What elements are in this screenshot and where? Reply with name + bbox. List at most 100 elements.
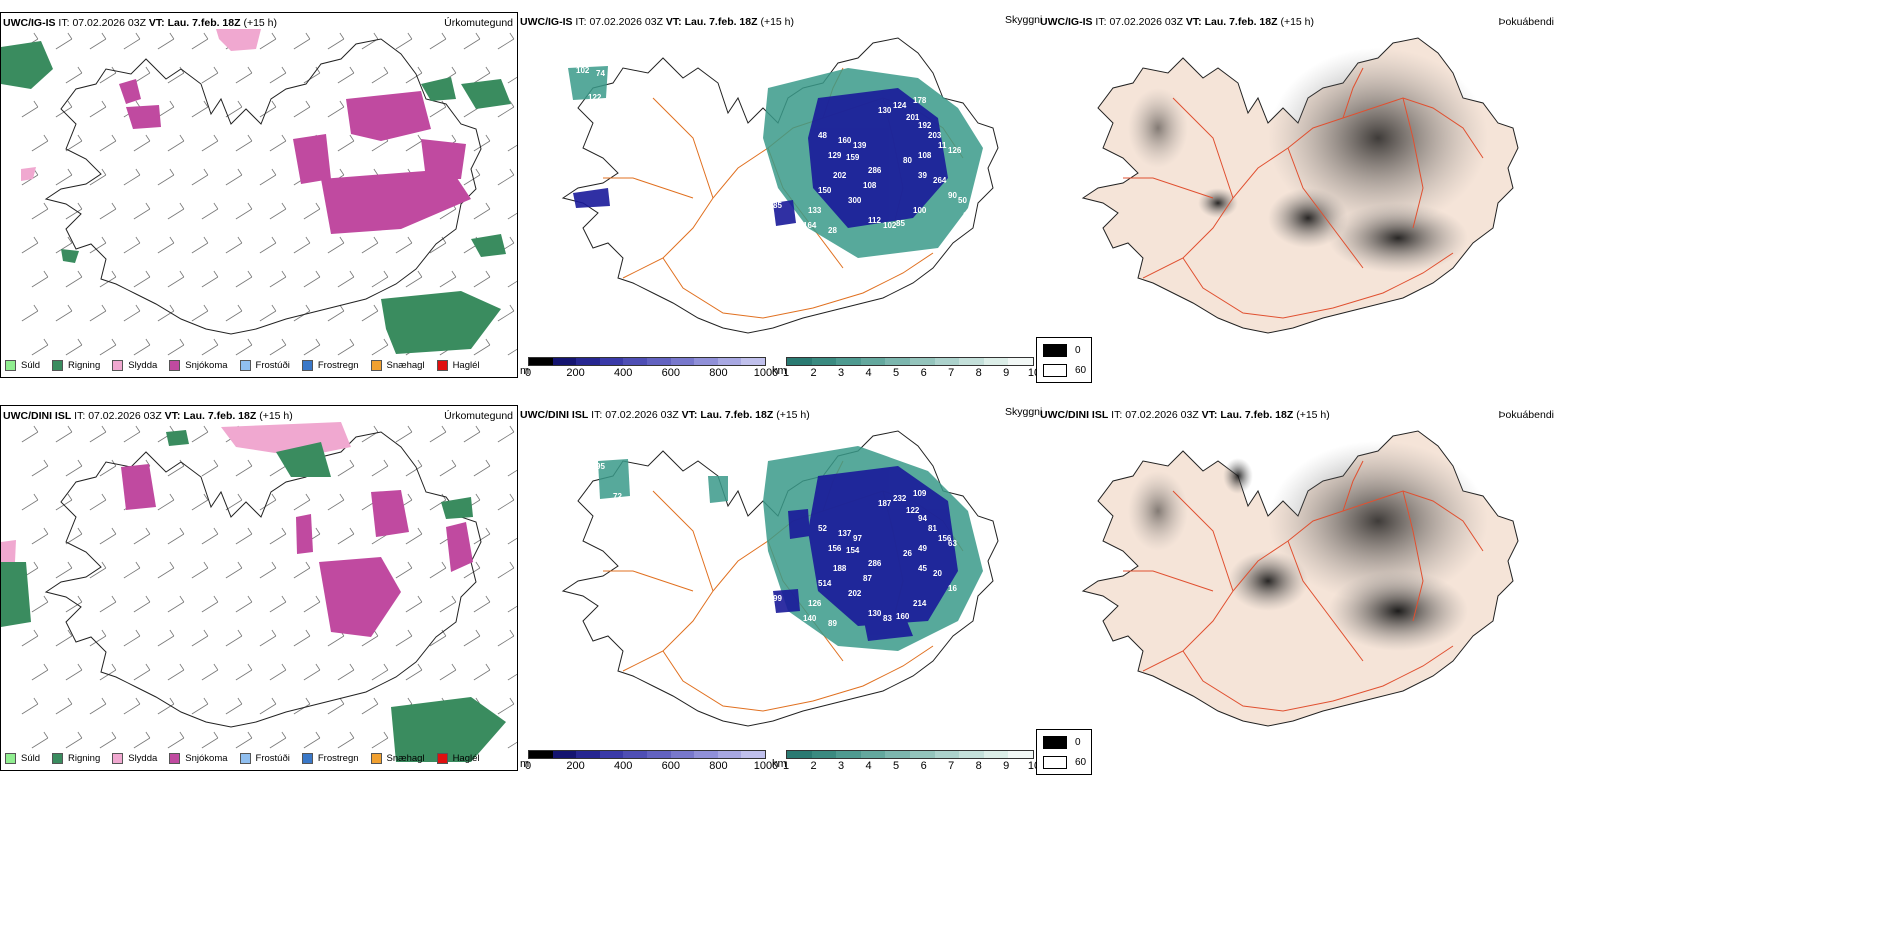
wind-barb <box>89 304 107 322</box>
legend-item: Frostúði <box>239 360 290 371</box>
wind-barb <box>167 202 185 220</box>
wind-barb <box>201 459 219 477</box>
wind-barb <box>31 731 49 749</box>
wind-barb <box>65 134 83 152</box>
wind-barb <box>293 32 311 50</box>
wind-barb <box>99 202 117 220</box>
wind-barb <box>167 731 185 749</box>
visibility-value: 160 <box>838 136 852 145</box>
visibility-value: 87 <box>863 574 872 583</box>
wind-barb <box>473 595 491 613</box>
legend-swatch <box>1043 344 1067 357</box>
wind-barb <box>473 338 491 356</box>
visibility-value: 154 <box>846 546 860 555</box>
visibility-value: 50 <box>958 196 967 205</box>
legend-swatch <box>370 753 382 764</box>
wind-barb <box>235 338 253 356</box>
wind-barb <box>269 663 287 681</box>
wind-barb <box>473 66 491 84</box>
wind-barb <box>235 595 253 613</box>
wind-barb <box>21 493 39 511</box>
visibility-value: 187 <box>878 499 892 508</box>
panel-title: UWC/DINI ISL IT: 07.02.2026 03Z VT: Lau.… <box>520 409 810 421</box>
legend-swatch <box>52 360 64 371</box>
precip-legend: Súld Rigning Slydda Snjókoma Frostúði Fr… <box>5 360 492 371</box>
wind-barb <box>167 134 185 152</box>
road <box>662 645 934 712</box>
wind-barb <box>31 338 49 356</box>
rain-areas <box>1 430 506 762</box>
wind-barb <box>405 527 423 545</box>
visibility-value: 122 <box>588 93 602 102</box>
wind-barb <box>269 134 287 152</box>
visibility-value: 45 <box>918 564 927 573</box>
legend-swatch <box>112 360 124 371</box>
colorbar-km: 12345678910 <box>783 750 1038 771</box>
wind-barb <box>497 168 515 186</box>
panel-title: UWC/IG-IS IT: 07.02.2026 03Z VT: Lau. 7.… <box>1040 16 1315 28</box>
wind-barb <box>191 100 209 118</box>
visibility-value: 130 <box>868 609 882 618</box>
wind-barb <box>405 663 423 681</box>
visibility-value: 214 <box>913 599 927 608</box>
wind-barb <box>405 595 423 613</box>
wind-barb <box>157 493 175 511</box>
wind-barb <box>463 425 481 443</box>
wind-barb <box>123 629 141 647</box>
visibility-value: 99 <box>773 594 782 603</box>
wind-barb <box>21 236 39 254</box>
wind-barb <box>439 459 457 477</box>
wind-barb <box>507 280 517 288</box>
visibility-value: 28 <box>828 226 837 235</box>
wind-barb <box>429 561 447 579</box>
wind-barb <box>303 663 321 681</box>
wind-barb <box>21 697 39 715</box>
wind-barb <box>235 731 253 749</box>
wind-barb <box>463 561 481 579</box>
wind-barbs <box>21 425 517 749</box>
wind-barb <box>259 561 277 579</box>
wind-barb <box>65 595 83 613</box>
road <box>1342 67 1364 119</box>
wind-barb <box>497 304 515 322</box>
panel-label: Þokuábendi <box>1498 409 1554 421</box>
wind-barb <box>123 425 141 443</box>
precip-panel-1: UWC/IG-IS IT: 07.02.2026 03Z VT: Lau. 7.… <box>0 12 518 378</box>
wind-barb <box>157 236 175 254</box>
visibility-value: 201 <box>906 113 920 122</box>
snow-areas <box>121 464 473 637</box>
cloud-legend-2: 0 60 <box>1036 729 1092 775</box>
visibility-value: 90 <box>948 191 957 200</box>
panel-label: Úrkomutegund <box>444 17 513 29</box>
wind-barb <box>507 537 517 545</box>
fog-shading <box>1128 441 1488 651</box>
panel-label-skyggni: Skyggni <box>1005 406 1043 418</box>
wind-barb <box>123 697 141 715</box>
colorbar-cells <box>786 750 1034 759</box>
road <box>1172 97 1234 199</box>
wind-barb <box>123 304 141 322</box>
visibility-value: 83 <box>883 614 892 623</box>
colorbar-m: 0 200 400 600 800 1000 <box>525 750 778 771</box>
colorbar-unit-km: km <box>772 758 787 770</box>
wind-barb <box>293 561 311 579</box>
legend-swatch <box>1043 756 1067 769</box>
wind-barb <box>337 459 355 477</box>
visibility-value: 126 <box>948 146 962 155</box>
wind-barb <box>157 32 175 50</box>
fog-panel-1: UWC/IG-IS IT: 07.02.2026 03Z VT: Lau. 7.… <box>1038 12 1558 378</box>
wind-barb <box>259 168 277 186</box>
wind-barb <box>371 66 389 84</box>
wind-barb <box>31 134 49 152</box>
wind-barb <box>371 459 389 477</box>
wind-barb <box>191 629 209 647</box>
wind-barb <box>337 731 355 749</box>
wind-barb <box>337 527 355 545</box>
wind-barb <box>235 459 253 477</box>
legend-swatch <box>112 753 124 764</box>
colorbar-m: 0 200 400 600 800 1000 <box>525 357 778 378</box>
wind-barb <box>21 425 39 443</box>
wind-barb <box>395 561 413 579</box>
legend-item: Súld <box>5 360 40 371</box>
wind-barb <box>497 629 515 647</box>
